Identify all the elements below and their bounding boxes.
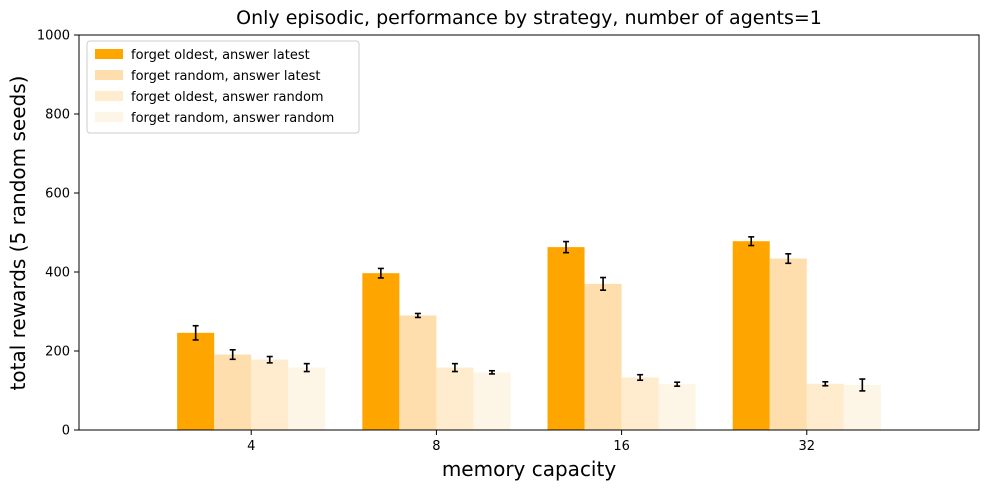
x-tick-label: 32 [799,439,816,454]
y-tick-label: 0 [62,424,70,439]
bar [732,241,770,430]
chart-title: Only episodic, performance by strategy, … [236,7,822,29]
plot-frame [78,34,980,431]
bar [843,384,881,430]
legend-label: forget oldest, answer random [131,90,324,105]
bar [399,315,437,430]
y-tick-label: 400 [45,266,70,281]
y-axis-label: total rewards (5 random seeds) [6,76,30,391]
bar [547,247,585,430]
bar [658,384,696,430]
bar [288,367,326,430]
bar [806,383,844,430]
bar [214,354,252,430]
bar [251,359,289,430]
x-tick-label: 16 [613,439,630,454]
y-tick-label: 200 [45,345,70,360]
legend-swatch [95,112,123,122]
bar [769,258,807,430]
y-tick-label: 800 [45,108,70,123]
x-tick-label: 8 [432,439,440,454]
legend-swatch [95,70,123,80]
x-axis-label: memory capacity [442,457,617,481]
legend-label: forget random, answer random [131,111,334,126]
bar [584,283,622,430]
bar [621,377,659,430]
bar [362,273,400,430]
legend-swatch [95,49,123,59]
legend-label: forget oldest, answer latest [131,48,310,63]
bar [436,367,474,430]
legend-label: forget random, answer latest [131,69,320,84]
bar [177,332,215,430]
legend-swatch [95,91,123,101]
y-tick-label: 600 [45,187,70,202]
legend-box [86,40,360,134]
x-tick-label: 4 [247,439,255,454]
y-tick-label: 1000 [37,29,70,44]
bar [473,372,511,430]
